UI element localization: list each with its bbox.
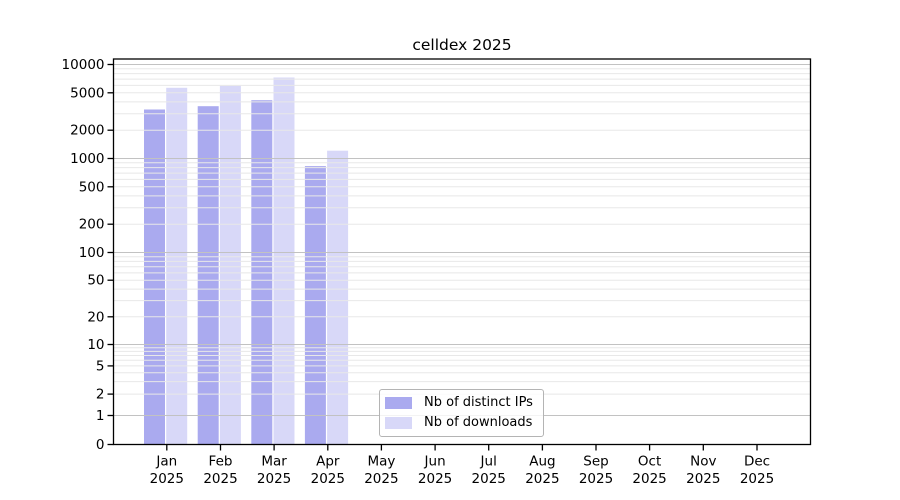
x-tick-label-month: Jun <box>424 454 446 470</box>
legend: Nb of distinct IPs Nb of downloads <box>379 389 544 437</box>
x-tick-label-year: 2025 <box>257 471 291 487</box>
y-tick-label: 5000 <box>70 85 104 101</box>
y-tick-label: 5 <box>96 358 105 374</box>
axis-box <box>112 58 812 446</box>
legend-label-distinct-ips: Nb of distinct IPs <box>424 395 533 410</box>
x-tick-label-month: Apr <box>316 454 340 470</box>
chart-title: celldex 2025 <box>412 36 512 54</box>
bar-downloads-feb <box>219 85 241 445</box>
x-tick-label-year: 2025 <box>472 471 506 487</box>
y-tick-label: 1 <box>96 408 105 424</box>
y-tick-label: 10000 <box>62 57 105 73</box>
x-tick-label-year: 2025 <box>150 471 184 487</box>
legend-swatch-downloads-icon <box>385 417 412 429</box>
bar-downloads-apr <box>327 150 349 445</box>
x-tick-label-year: 2025 <box>686 471 720 487</box>
x-tick-label-month: Aug <box>529 454 555 470</box>
legend-swatch-distinct-ips-icon <box>385 397 412 409</box>
y-tick-label: 100 <box>79 245 105 261</box>
legend-label-downloads: Nb of downloads <box>424 415 533 430</box>
x-tick-label-year: 2025 <box>740 471 774 487</box>
y-tick-label: 50 <box>87 273 104 289</box>
x-tick-label-month: Sep <box>583 454 608 470</box>
x-tick-label-month: Mar <box>261 454 287 470</box>
y-tick-label: 200 <box>79 217 105 233</box>
x-tick-label-year: 2025 <box>525 471 559 487</box>
x-tick-label-year: 2025 <box>579 471 613 487</box>
y-tick-label: 2000 <box>70 123 104 139</box>
x-tick-label-month: May <box>367 454 395 470</box>
x-tick-label-year: 2025 <box>203 471 237 487</box>
x-tick-label-month: Jan <box>155 454 177 470</box>
x-tick-label-year: 2025 <box>632 471 666 487</box>
x-tick-label-month: Oct <box>638 454 661 470</box>
x-tick-label-month: Nov <box>690 454 716 470</box>
y-tick-label: 20 <box>87 309 104 325</box>
bar-downloads-jan <box>166 87 188 445</box>
y-tick-label: 0 <box>96 437 105 453</box>
x-tick-label-year: 2025 <box>364 471 398 487</box>
bar-distinct-ips-mar <box>251 100 273 445</box>
x-tick-label-month: Dec <box>744 454 770 470</box>
y-tick-label: 500 <box>79 179 105 195</box>
y-tick-label: 2 <box>96 387 105 403</box>
legend-item-downloads: Nb of downloads <box>385 415 537 431</box>
x-tick-label-year: 2025 <box>418 471 452 487</box>
bar-distinct-ips-apr <box>304 166 326 445</box>
x-tick-label-month: Jul <box>480 454 497 470</box>
x-tick-label-year: 2025 <box>311 471 345 487</box>
y-tick-label: 10 <box>87 337 104 353</box>
x-tick-label-month: Feb <box>209 454 233 470</box>
legend-item-distinct-ips: Nb of distinct IPs <box>385 395 537 411</box>
y-tick-label: 1000 <box>70 151 104 167</box>
